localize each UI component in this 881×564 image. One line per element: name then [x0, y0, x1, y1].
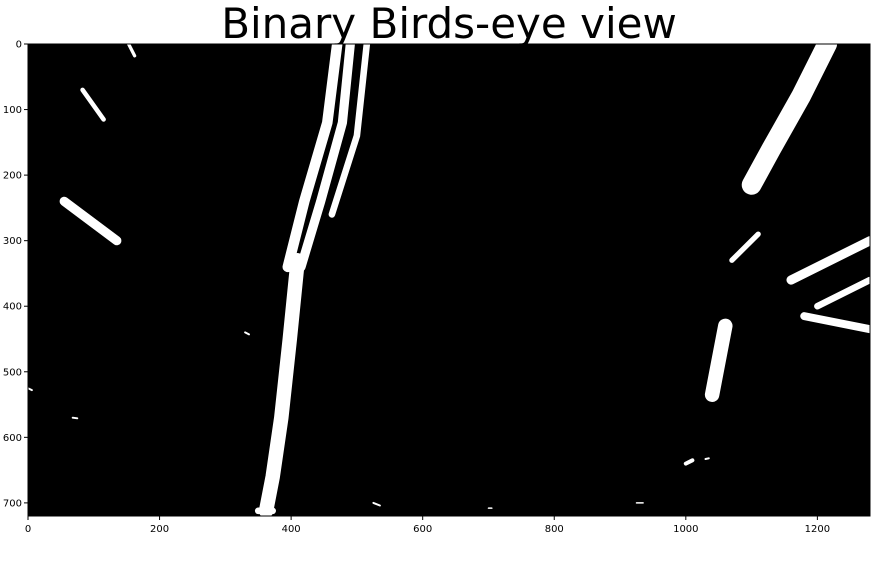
x-axis: 0 200 400 600 800 1000 1200	[25, 516, 830, 535]
y-tick-label: 600	[3, 433, 22, 444]
x-tick-label: 800	[545, 524, 564, 535]
speck-right-bottom-b	[706, 458, 709, 459]
x-tick-label: 1200	[805, 524, 830, 535]
y-tick-label: 100	[3, 105, 22, 116]
speck-lower-left	[73, 418, 78, 419]
x-tick-label: 0	[25, 524, 31, 535]
y-axis: 0 100 200 300 400 500 600 700	[3, 40, 28, 510]
x-tick-label: 600	[413, 524, 432, 535]
y-tick-label: 200	[3, 171, 22, 182]
y-tick-label: 700	[3, 498, 22, 509]
y-tick-label: 0	[16, 40, 22, 51]
y-tick-label: 500	[3, 367, 22, 378]
y-tick-label: 300	[3, 236, 22, 247]
y-tick-label: 400	[3, 302, 22, 313]
x-tick-label: 1000	[673, 524, 698, 535]
image-background	[28, 44, 870, 516]
x-tick-label: 200	[150, 524, 169, 535]
x-tick-label: 400	[282, 524, 301, 535]
image-layer	[28, 44, 870, 516]
